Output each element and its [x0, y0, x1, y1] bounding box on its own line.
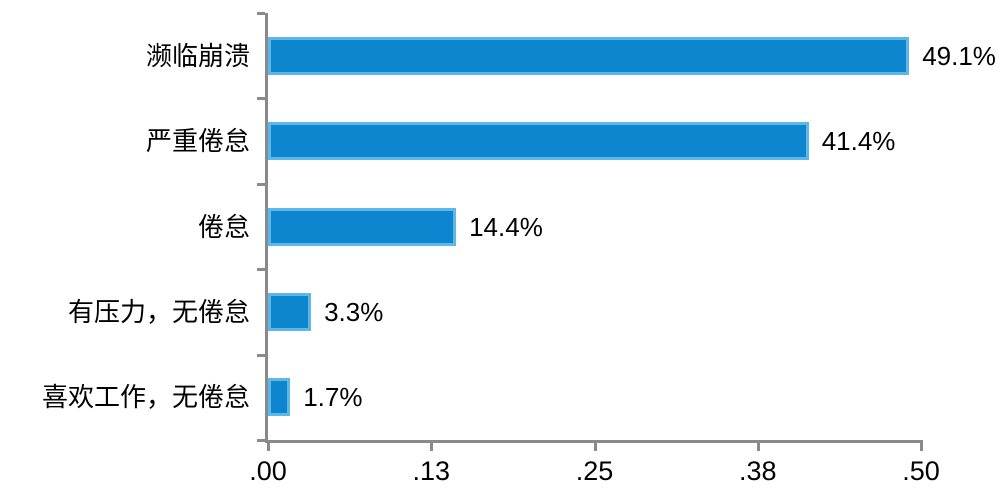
x-axis-line [265, 440, 923, 443]
x-axis-tick-label: .13 [412, 456, 451, 486]
bar-row: 49.1% [268, 13, 996, 98]
bar-value-label: 49.1% [922, 40, 996, 71]
category-row: 严重倦怠 [0, 98, 250, 183]
bar [268, 292, 312, 331]
bar-value-label: 14.4% [469, 211, 543, 242]
category-label: 喜欢工作，无倦怠 [41, 382, 250, 413]
bar [268, 122, 809, 161]
x-axis-tick-label: .00 [249, 456, 287, 486]
y-axis-tick [257, 353, 265, 357]
x-axis-tick [430, 443, 434, 451]
category-label: 有压力，无倦怠 [67, 296, 250, 327]
x-axis-tick [267, 443, 270, 451]
y-axis-tick [257, 439, 265, 442]
plot-area: 49.1% 41.4% 14.4% 3.3% 1.7% .00 .13 .25 .38 .50 [249, 12, 996, 485]
bar-row: 1.7% [268, 355, 921, 440]
y-axis-tick [257, 97, 265, 101]
category-label: 倦怠 [197, 211, 250, 242]
bar [268, 378, 291, 417]
bar [268, 36, 910, 75]
y-axis-tick [257, 268, 265, 272]
y-axis-tick [257, 12, 265, 15]
category-row: 喜欢工作，无倦怠 [0, 355, 250, 440]
x-axis-tick [593, 443, 597, 451]
x-axis-tick-label: .25 [575, 456, 614, 486]
category-row: 濒临崩溃 [0, 13, 250, 98]
category-label: 濒临崩溃 [145, 40, 250, 71]
bar-value-label: 1.7% [303, 382, 363, 413]
bar-rows: 49.1% 41.4% 14.4% 3.3% 1.7% [268, 13, 996, 440]
x-axis-tick-label: .50 [902, 456, 940, 486]
y-axis-line [265, 13, 268, 443]
bar-row: 3.3% [268, 269, 921, 354]
category-label: 严重倦怠 [145, 126, 250, 157]
category-axis-labels: 濒临崩溃严重倦怠倦怠有压力，无倦怠喜欢工作，无倦怠 [0, 13, 250, 440]
bar-value-label: 3.3% [324, 296, 384, 327]
x-axis-tick-label: .38 [739, 456, 777, 486]
category-row: 有压力，无倦怠 [0, 269, 250, 354]
x-axis-tick [756, 443, 760, 451]
bar [268, 207, 457, 246]
bar-row: 14.4% [268, 184, 921, 269]
x-axis-tick [920, 443, 923, 451]
bar-row: 41.4% [268, 98, 921, 183]
bar-value-label: 41.4% [821, 126, 896, 157]
category-row: 倦怠 [0, 184, 250, 269]
y-axis-tick [257, 182, 265, 186]
